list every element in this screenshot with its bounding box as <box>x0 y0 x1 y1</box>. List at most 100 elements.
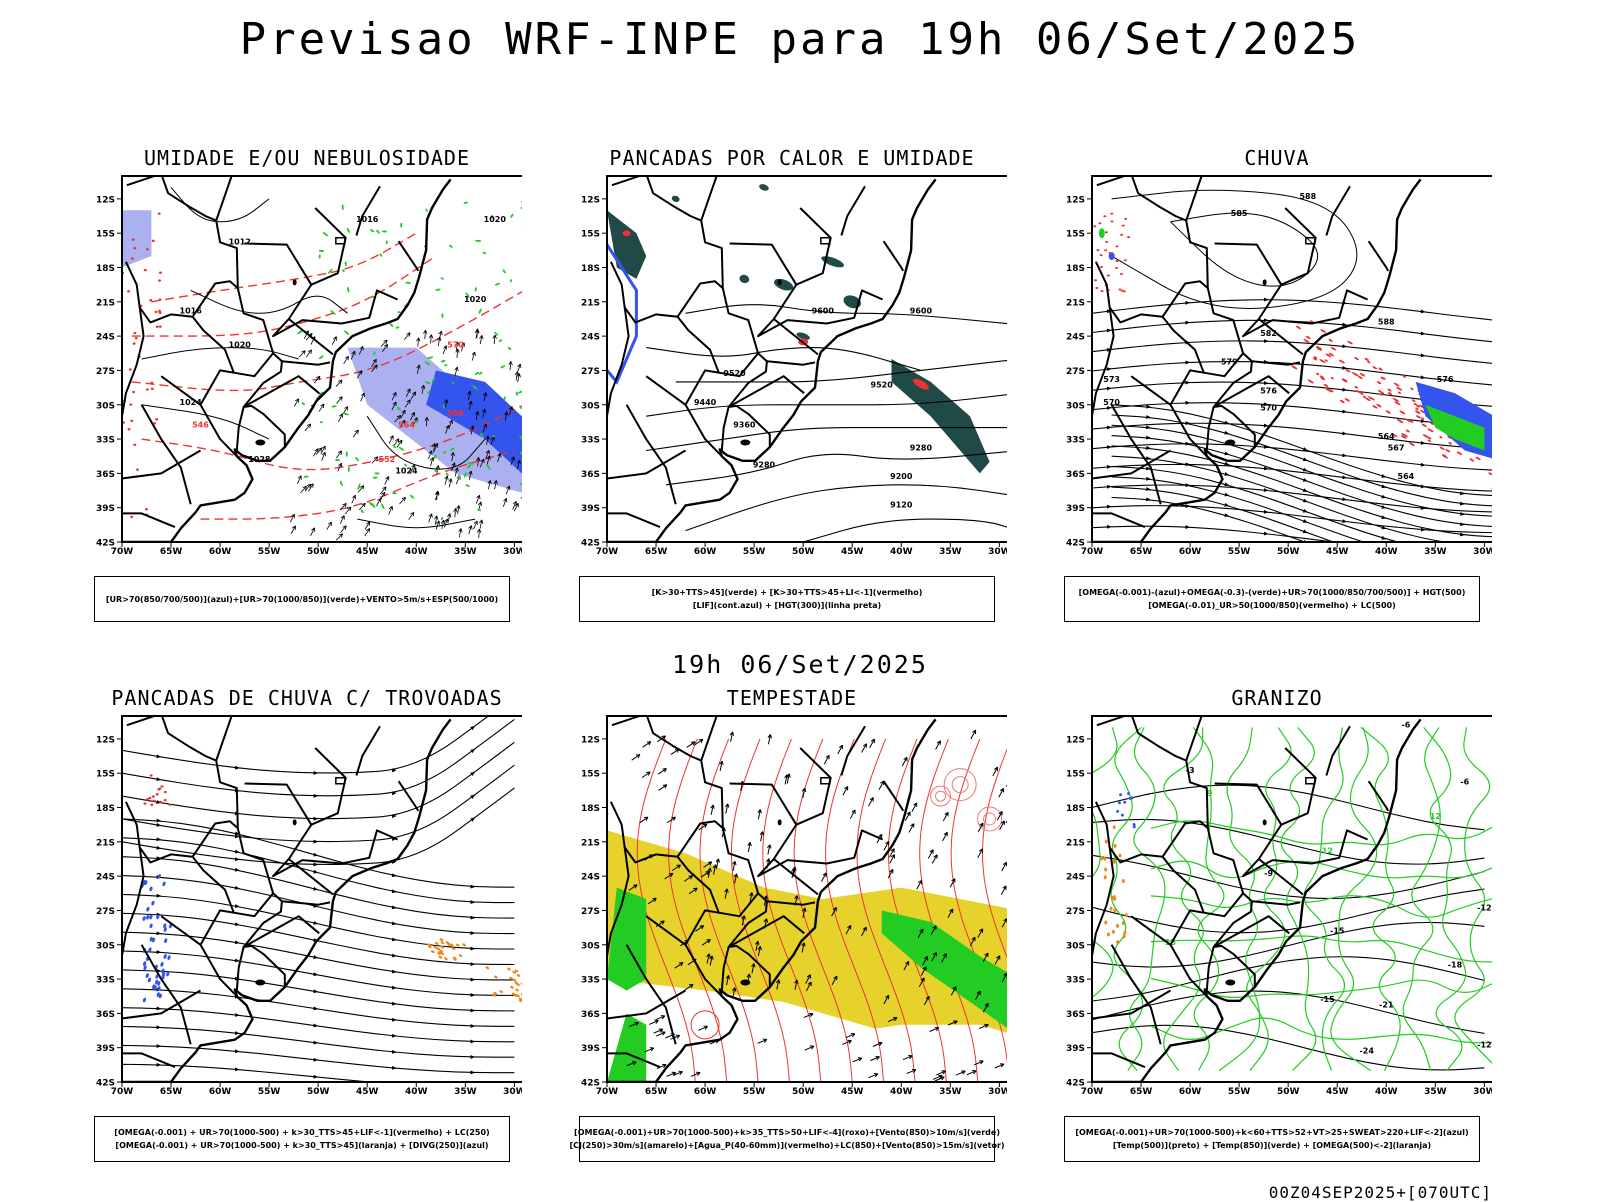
streamline-arrow <box>1264 339 1269 343</box>
low-humidity-speck <box>344 261 347 266</box>
omega-speck <box>1123 934 1126 938</box>
border-line <box>107 513 175 527</box>
lat-tick-label: 27S <box>581 367 600 377</box>
lat-tick-label: 30S <box>1066 941 1085 951</box>
contour-label: 558 <box>447 409 464 418</box>
lon-tick-label: 60W <box>694 1087 717 1097</box>
legend-line: [K>30+TTS>45](verde) + [K>30+TTS>45+LI<-… <box>652 586 923 599</box>
lat-tick-label: 24S <box>1066 333 1085 343</box>
omega-speck <box>1125 913 1128 917</box>
streamline-arrow <box>470 726 475 730</box>
lon-tick-label: 65W <box>1130 547 1153 557</box>
lon-tick-label: 60W <box>694 547 717 557</box>
rain-speck-red <box>1096 249 1099 251</box>
streamline-arrow <box>314 817 319 821</box>
rain-speck-red <box>1109 252 1112 254</box>
storm-speck-red <box>153 800 156 802</box>
rain-speck-red <box>1439 446 1445 451</box>
coastline <box>1062 719 1421 1082</box>
rain-speck-red <box>1100 266 1103 268</box>
divergence-speck <box>146 906 151 912</box>
streamline-arrow <box>313 853 318 857</box>
streamline <box>122 838 514 903</box>
contour-label: 1024 <box>395 466 418 475</box>
low-humidity-speck <box>370 228 375 232</box>
legend-chuva: [OMEGA(-0.001)-(azul)+OMEGA(-0.3)-(verde… <box>1064 576 1480 622</box>
thickness-speck <box>150 382 153 384</box>
rain-speck-red <box>1115 267 1118 269</box>
thickness-speck <box>146 248 149 250</box>
border-line <box>142 405 191 505</box>
streamline-arrow <box>157 1044 162 1048</box>
lat-tick-label: 36S <box>1066 1010 1085 1020</box>
rain-speck-red <box>1100 290 1103 292</box>
low-humidity-speck <box>355 456 360 462</box>
low-humidity-speck <box>342 204 344 210</box>
thickness-speck <box>129 368 132 370</box>
lon-tick-label: 70W <box>596 547 619 557</box>
lon-tick-label: 70W <box>111 547 134 557</box>
thickness-speck <box>159 299 162 301</box>
rain-speck-red <box>1305 335 1311 340</box>
omega-speck <box>1118 854 1121 858</box>
legend-line: [UR>70(850/700/500)](azul)+[UR>70(1000/8… <box>106 593 498 606</box>
border-line <box>602 991 685 1020</box>
lat-tick-label: 36S <box>96 470 115 480</box>
streamline-arrow <box>470 1009 475 1013</box>
streamline-arrow <box>1381 556 1386 560</box>
panel-title: PANCADAS DE CHUVA C/ TROVOADAS <box>92 686 522 710</box>
contour-label: -15 <box>1330 926 1345 935</box>
rain-speck-red <box>1427 439 1431 442</box>
lat-tick-label: 33S <box>1066 436 1085 446</box>
streamline-arrow <box>392 889 397 893</box>
low-humidity-speck <box>495 282 501 286</box>
streamline-arrow <box>1264 298 1269 302</box>
streamline-arrow <box>156 777 161 781</box>
storm-speck-orange <box>494 975 499 979</box>
streamline-arrow <box>157 894 162 898</box>
thickness-speck <box>127 290 130 292</box>
storm-speck-orange <box>438 955 443 959</box>
thickness-speck <box>129 403 132 405</box>
streamline-arrow <box>313 989 318 993</box>
vortex-ring <box>691 1011 719 1039</box>
divergence-speck <box>167 955 172 961</box>
border-line <box>1171 370 1204 404</box>
lat-tick-label: 33S <box>96 436 115 446</box>
low-humidity-speck <box>507 346 511 350</box>
omega-speck <box>1105 840 1108 844</box>
contour-label: 546 <box>192 421 209 430</box>
rain-speck-red <box>1120 234 1123 236</box>
low-humidity-speck <box>444 364 447 367</box>
border-line <box>1252 901 1300 904</box>
rain-speck-red <box>1338 359 1345 364</box>
storm-speck-red <box>150 774 153 776</box>
rain-speck-red <box>1307 379 1314 384</box>
hail-speck <box>1118 801 1121 804</box>
legend-granizo: [OMEGA(-0.001)+UR>70(1000-500)+k<60+TTS>… <box>1064 1116 1480 1162</box>
streamline-arrow <box>156 846 161 850</box>
lat-tick-label: 30S <box>1066 401 1085 411</box>
pressure-isobar <box>357 519 475 528</box>
legend-line: [LIF](cont.azul) + [HGT(300)](linha pret… <box>693 599 881 612</box>
low-humidity-speck <box>339 480 343 487</box>
streamline <box>122 857 514 918</box>
streamline-arrow <box>1303 509 1308 513</box>
storm-speck-orange <box>444 957 449 961</box>
rain-speck-red <box>1426 436 1432 440</box>
temp-850-contour <box>1304 727 1344 1070</box>
low-humidity-speck <box>398 446 405 451</box>
border-line <box>126 262 273 376</box>
border-line <box>592 513 660 527</box>
storm-speck-orange <box>515 988 520 992</box>
panel-title: UMIDADE E/OU NEBULOSIDADE <box>92 146 522 170</box>
border-line <box>399 241 419 271</box>
thickness-speck <box>155 418 158 420</box>
contour-label: 9200 <box>890 472 913 481</box>
lon-tick-label: 35W <box>454 547 477 557</box>
panel-title: TEMPESTADE <box>577 686 1007 710</box>
